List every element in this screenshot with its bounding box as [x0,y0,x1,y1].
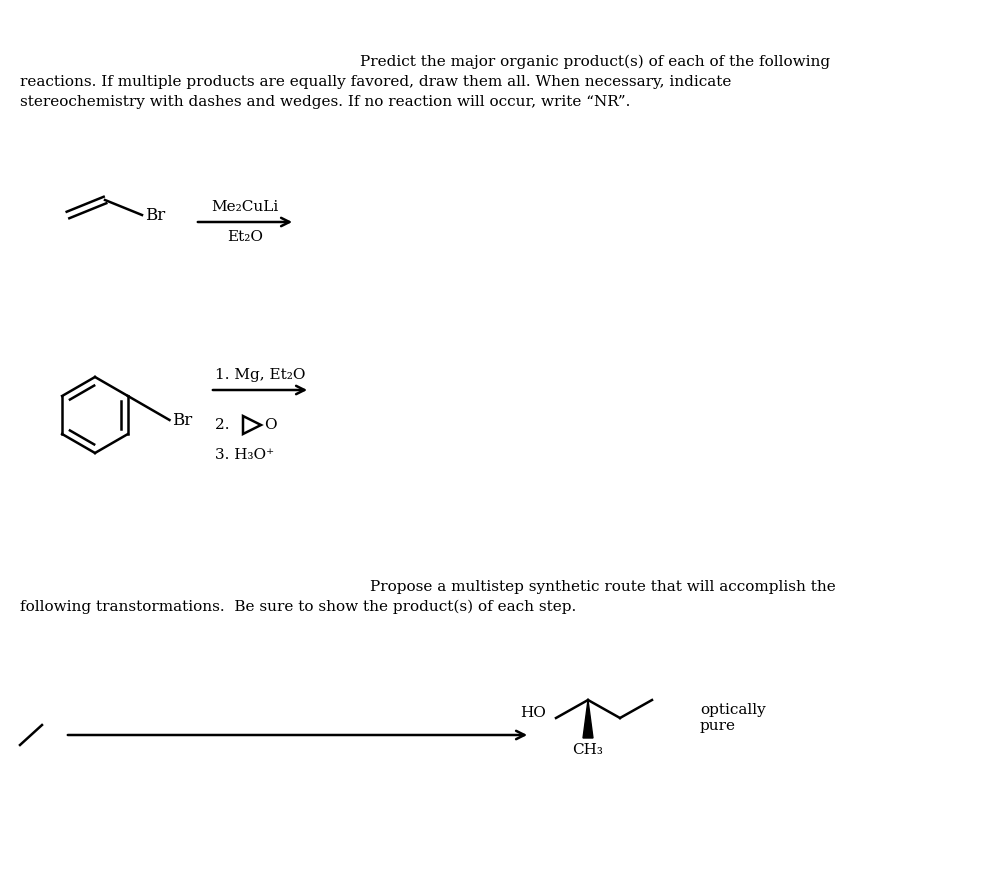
Text: HO: HO [520,706,546,720]
Text: Me₂CuLi: Me₂CuLi [211,200,279,214]
Text: CH₃: CH₃ [572,743,603,757]
Text: optically
pure: optically pure [700,702,766,733]
Text: 1. Mg, Et₂O: 1. Mg, Et₂O [215,368,306,382]
Text: 2.: 2. [215,418,234,432]
Text: Propose a multistep synthetic route that will accomplish the: Propose a multistep synthetic route that… [370,580,836,594]
Text: stereochemistry with dashes and wedges. If no reaction will occur, write “NR”.: stereochemistry with dashes and wedges. … [20,95,630,109]
Text: 3. H₃O⁺: 3. H₃O⁺ [215,448,275,462]
Text: reactions. If multiple products are equally favored, draw them all. When necessa: reactions. If multiple products are equa… [20,75,731,89]
Polygon shape [583,700,593,738]
Text: Predict the major organic product(s) of each of the following: Predict the major organic product(s) of … [360,55,830,69]
Text: O: O [264,418,277,432]
Text: following transtormations.  Be sure to show the product(s) of each step.: following transtormations. Be sure to sh… [20,600,576,615]
Text: Et₂O: Et₂O [227,230,263,244]
Text: Br: Br [145,206,165,223]
Text: Br: Br [172,411,192,428]
